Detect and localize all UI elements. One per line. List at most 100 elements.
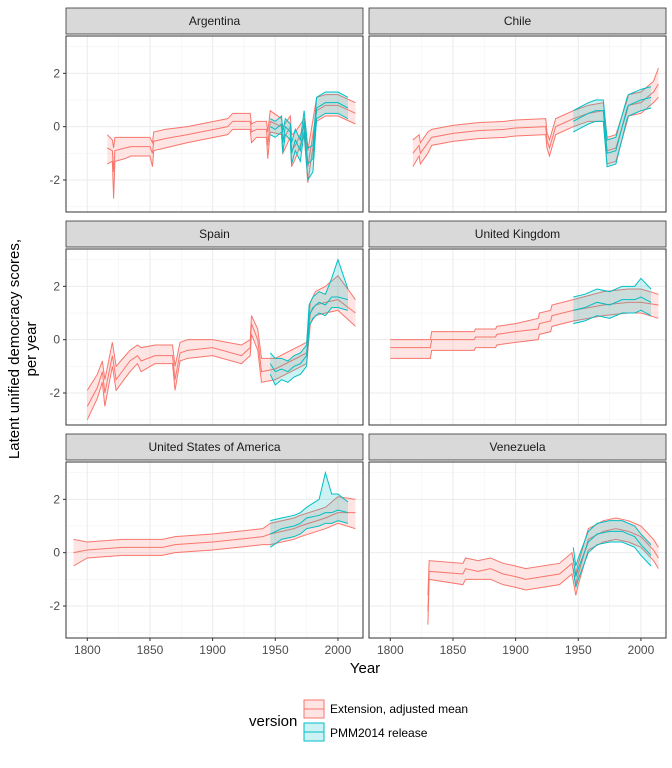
x-tick-label: 1900 (502, 643, 529, 657)
series-extension-adjusted-mean (412, 67, 659, 167)
upper-line-extension-adjusted-mean (412, 67, 659, 144)
legend-key-extension (302, 698, 326, 720)
legend-label-pmm2014: PMM2014 release (330, 726, 428, 740)
lower-line-extension-adjusted-mean (412, 96, 659, 167)
lower-line-pmm2014-release (573, 107, 652, 168)
upper-line-pmm2014-release (269, 258, 349, 362)
lower-line-extension-adjusted-mean (390, 312, 659, 359)
strip (65, 433, 364, 461)
panel-argentina: Argentina -2 0 2 (49, 7, 364, 213)
mean-line-pmm2014-release (270, 509, 349, 535)
strip-label: Argentina (189, 14, 241, 28)
y-tick-label: 0 (53, 546, 60, 560)
lower-line-pmm2014-release (572, 541, 652, 588)
x-tick-label: 1850 (440, 643, 467, 657)
plot-background (66, 36, 363, 212)
grid (369, 36, 666, 212)
y-tick-label: 0 (53, 120, 60, 134)
panel-chile: Chile (368, 7, 667, 213)
lower-line-pmm2014-release (573, 309, 652, 325)
mean-line-pmm2014-release (270, 102, 349, 166)
series-pmm2014-release (572, 520, 652, 588)
strip (368, 433, 667, 461)
series-pmm2014-release (270, 91, 349, 182)
panel-venezuela: Venezuela 1800 1850 1900 1950 2000 (368, 433, 667, 657)
x-tick-label: 1850 (137, 643, 164, 657)
series-pmm2014-release (573, 86, 652, 168)
legend-label-extension: Extension, adjusted mean (330, 702, 468, 716)
strip (368, 220, 667, 248)
grid (66, 249, 363, 425)
ribbon-pmm2014-release (573, 278, 651, 324)
upper-line-pmm2014-release (573, 86, 652, 141)
x-tick-label: 1950 (565, 643, 592, 657)
y-tick-label: 2 (53, 66, 60, 80)
strip (65, 7, 364, 35)
strip-label: Spain (199, 227, 230, 241)
x-tick-label: 1800 (377, 643, 404, 657)
upper-line-pmm2014-release (572, 520, 652, 567)
y-tick-label: 2 (53, 279, 60, 293)
x-tick-label: 2000 (325, 643, 352, 657)
plot-background (369, 36, 666, 212)
strip-label: United States of America (148, 440, 280, 454)
legend-key-pmm2014 (302, 721, 326, 743)
y-tick-label: -2 (49, 173, 60, 187)
y-tick-label: 2 (53, 492, 60, 506)
strip-label: Chile (504, 14, 532, 28)
strip (368, 7, 667, 35)
mean-line-pmm2014-release (269, 296, 349, 373)
panel-border (65, 248, 364, 426)
strip-label: Venezuela (489, 440, 545, 454)
series-pmm2014-release (269, 470, 349, 548)
series-pmm2014-release (269, 258, 349, 386)
y-tick-label: -2 (49, 599, 60, 613)
panel-border (368, 461, 667, 639)
ribbon-pmm2014-release (270, 472, 348, 548)
upper-line-extension-adjusted-mean (427, 517, 659, 596)
series-pmm2014-release (573, 277, 652, 325)
y-tick-label: 0 (53, 333, 60, 347)
panel-united-kingdom: United Kingdom (368, 220, 667, 426)
strip-label: United Kingdom (475, 227, 560, 241)
legend-title: version (249, 713, 297, 730)
panel-border (368, 248, 667, 426)
mean-line-pmm2014-release (573, 296, 652, 311)
x-axis-title: Year (350, 660, 380, 677)
upper-line-pmm2014-release (270, 470, 349, 522)
plot-background (369, 249, 666, 425)
legend: version Extension, adjusted mean PMM2014… (249, 698, 468, 743)
plot-background (369, 462, 666, 638)
grid (369, 462, 666, 638)
ribbon-extension-adjusted-mean (87, 275, 356, 420)
mean-line-pmm2014-release (572, 530, 652, 577)
ribbon-extension-adjusted-mean (390, 289, 659, 359)
plot-background (66, 249, 363, 425)
mean-line-extension-adjusted-mean (73, 512, 356, 554)
upper-line-extension-adjusted-mean (73, 496, 356, 543)
series-extension-adjusted-mean (73, 496, 356, 567)
panel-united-states-of-america: United States of America -2 0 2 1800 1850 1900… (49, 433, 364, 657)
panel-spain: Spain -2 0 2 (49, 220, 364, 426)
lower-line-pmm2014-release (269, 307, 349, 386)
lower-line-extension-adjusted-mean (427, 538, 659, 625)
ribbon-pmm2014-release (573, 86, 651, 167)
ribbon-extension-adjusted-mean (427, 518, 659, 625)
x-tick-label: 2000 (628, 643, 655, 657)
lower-line-pmm2014-release (269, 520, 349, 548)
panel-border (65, 461, 364, 639)
lower-line-extension-adjusted-mean (73, 522, 356, 567)
upper-line-pmm2014-release (270, 91, 349, 149)
x-tick-label: 1800 (74, 643, 101, 657)
panel-border (368, 35, 667, 213)
x-tick-label: 1900 (199, 643, 226, 657)
ribbon-extension-adjusted-mean (73, 496, 356, 566)
panel-border (65, 35, 364, 213)
series-extension-adjusted-mean (427, 517, 659, 625)
x-tick-label: 1950 (262, 643, 289, 657)
y-axis-title: Latent unified democracy scores,per year (6, 239, 40, 459)
mean-line-pmm2014-release (573, 96, 652, 154)
y-tick-label: -2 (49, 386, 60, 400)
mean-line-extension-adjusted-mean (427, 528, 659, 612)
